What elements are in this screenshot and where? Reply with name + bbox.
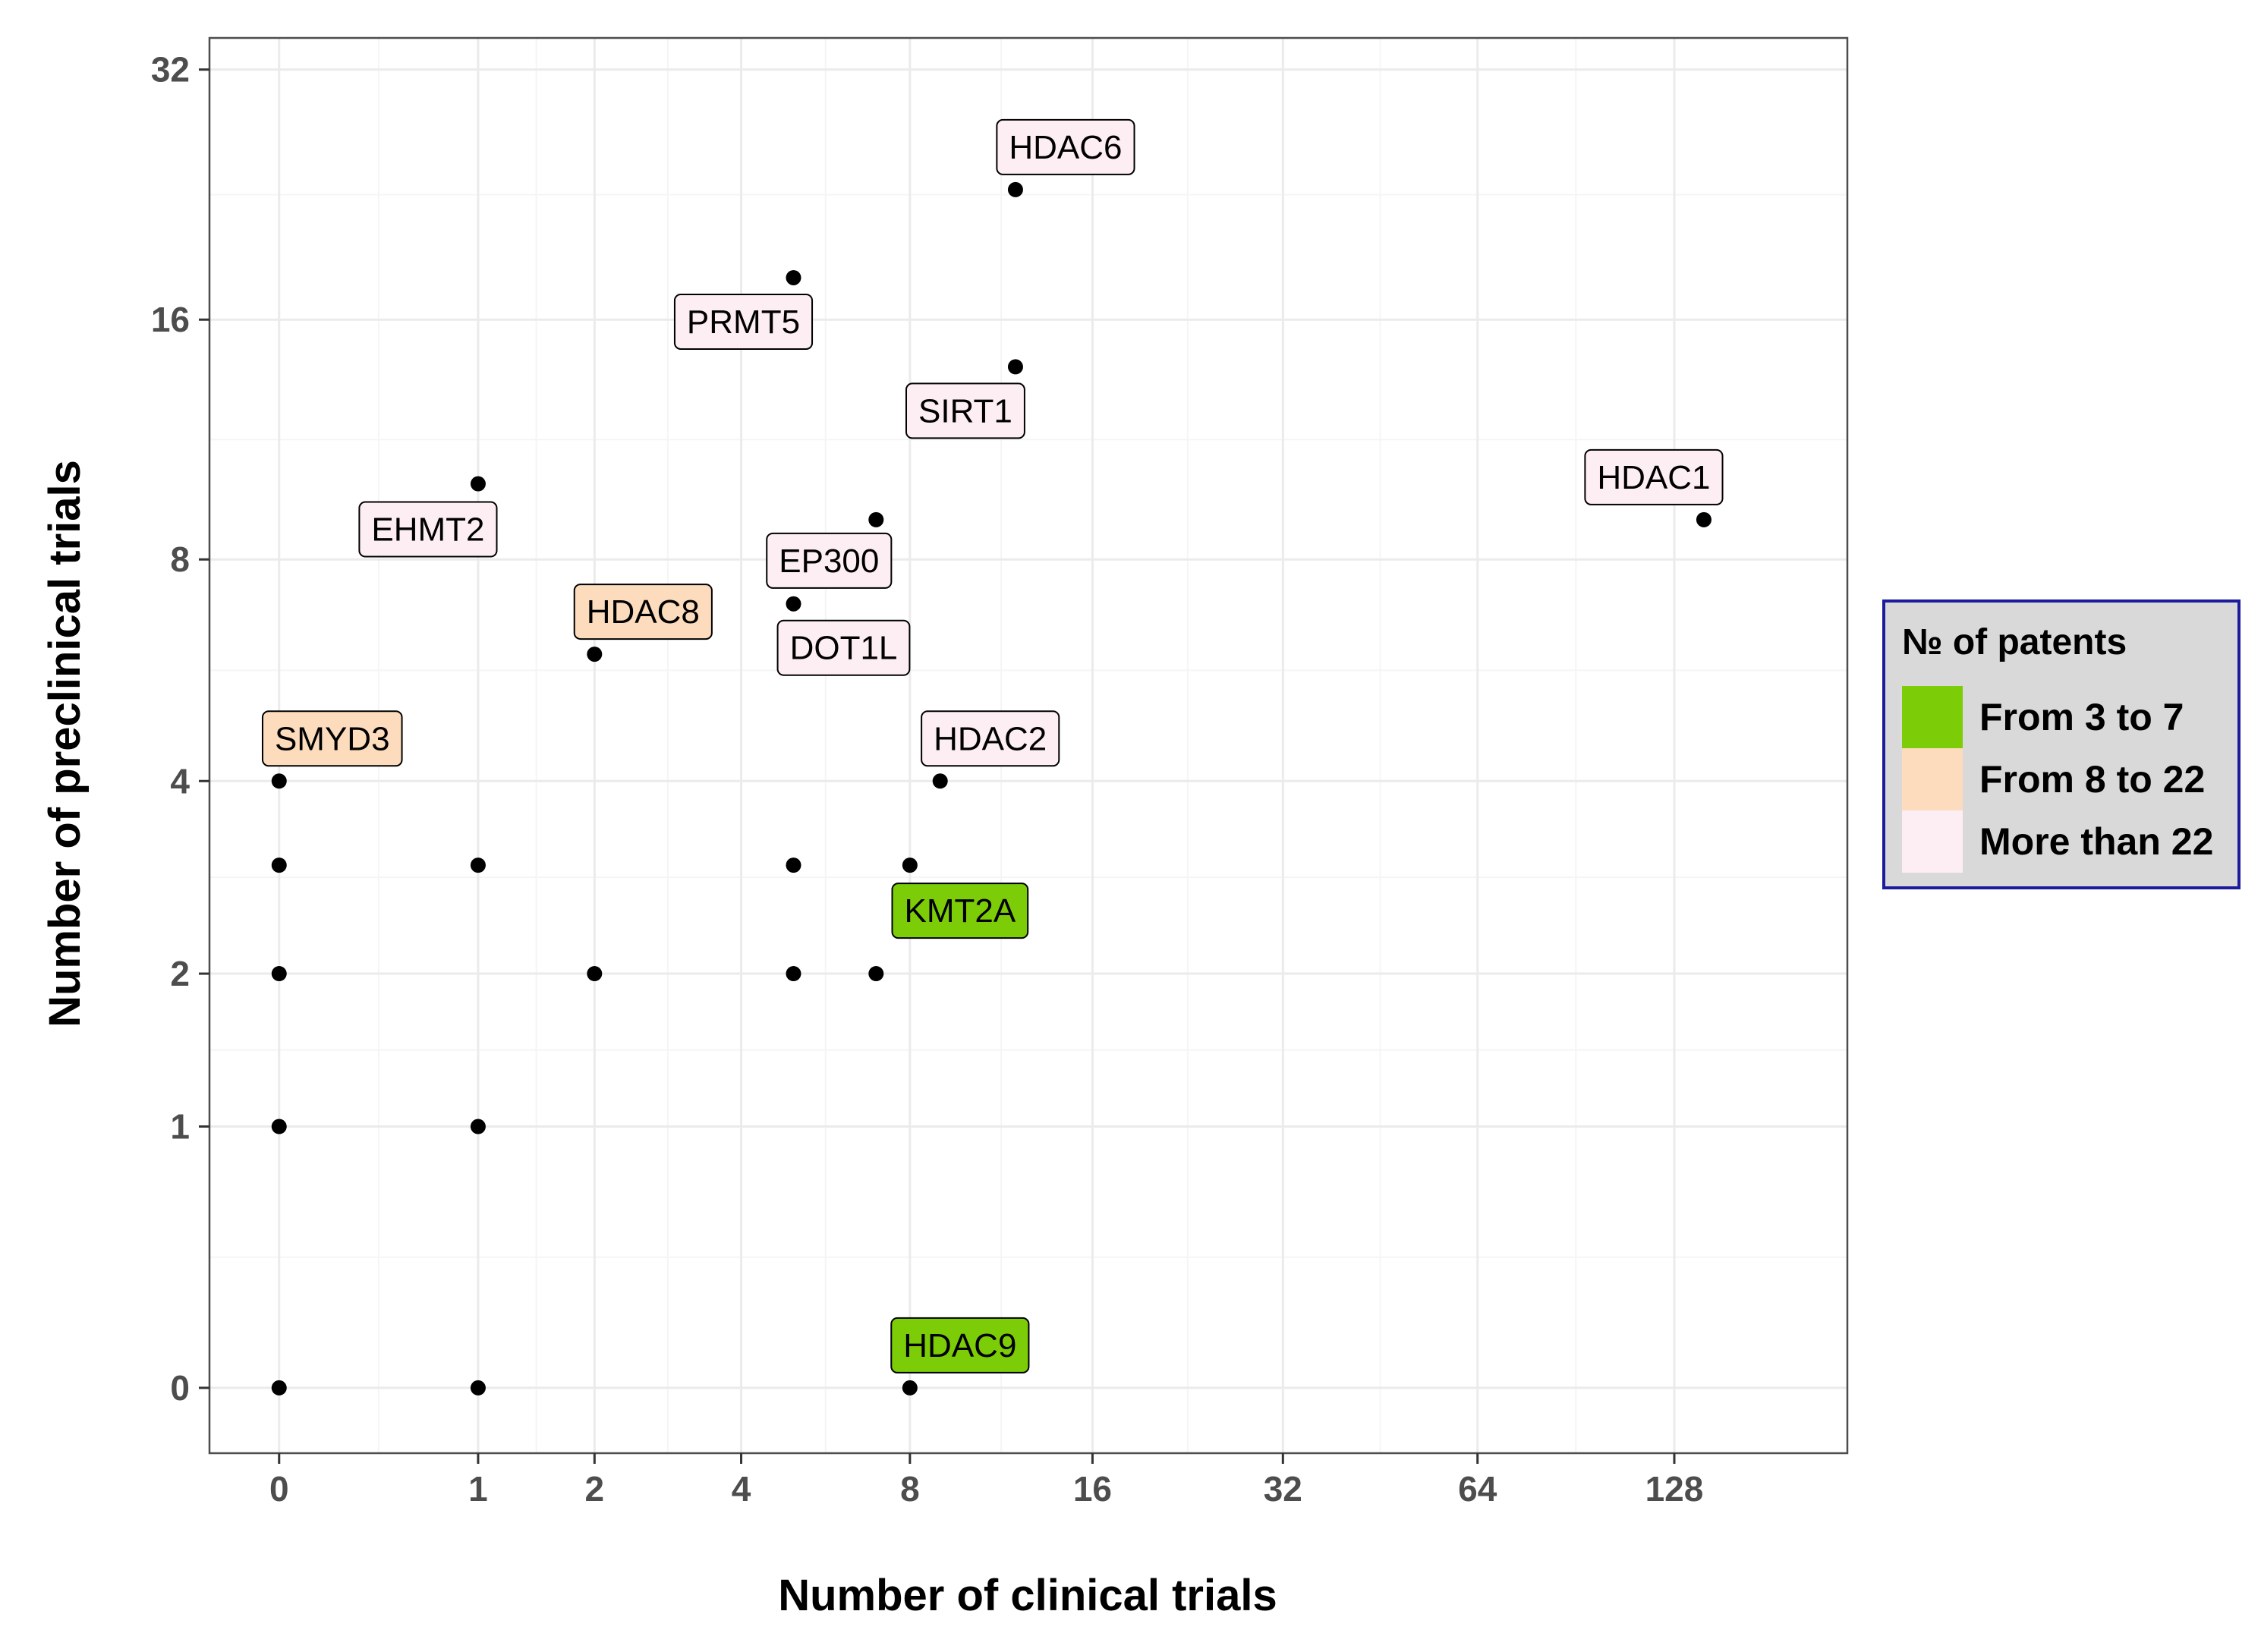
data-point	[902, 857, 918, 873]
legend-key-more-than-22	[1902, 810, 1963, 873]
y-tick-label: 16	[151, 300, 190, 339]
y-axis-title: Number of preclinical trials	[40, 460, 90, 1027]
data-point	[271, 857, 287, 873]
data-point	[470, 1380, 486, 1396]
data-point	[868, 511, 884, 527]
legend-key-from-3-to-7	[1902, 686, 1963, 748]
x-tick-label: 32	[1264, 1469, 1302, 1509]
point-label-box	[996, 118, 1135, 175]
point-label-hdac1: HDAC1	[1584, 448, 1724, 505]
legend-title: № of patents	[1902, 622, 2127, 662]
x-axis-title: Number of clinical trials	[778, 1571, 1277, 1620]
point-label-text: HDAC6	[1009, 129, 1122, 166]
legend-label-from-8-to-22: From 8 to 22	[1979, 758, 2205, 801]
point-label-text: PRMT5	[687, 304, 800, 341]
point-label-sirt1: SIRT1	[905, 382, 1025, 439]
point-label-box	[891, 883, 1029, 939]
legend: № of patents From 3 to 7 From 8 to 22 More …	[1882, 599, 2241, 889]
plot-panel-border	[208, 36, 1849, 1455]
data-point	[587, 647, 603, 662]
point-label-box	[921, 710, 1060, 767]
data-point	[587, 966, 603, 982]
y-tick-label: 8	[170, 540, 190, 579]
data-point	[271, 1380, 287, 1396]
x-tick-label: 8	[900, 1469, 920, 1509]
point-label-text: EP300	[779, 543, 879, 580]
point-label-hdac9: HDAC9	[890, 1317, 1030, 1374]
point-labels: SMYD3 EHMT2 HDAC8 DOT1L PRMT5 EP300 HDAC9 KMT2A…	[261, 118, 1724, 1374]
x-tick-label: 128	[1645, 1469, 1704, 1509]
point-label-ehmt2: EHMT2	[358, 501, 498, 558]
data-point	[470, 857, 486, 873]
x-tick-label: 2	[585, 1469, 605, 1509]
point-label-text: HDAC2	[934, 720, 1047, 757]
legend-key-from-8-to-22	[1902, 748, 1963, 810]
data-point	[932, 773, 948, 789]
point-label-box	[1584, 448, 1724, 505]
point-label-ep300: EP300	[766, 532, 893, 589]
legend-label-from-3-to-7: From 3 to 7	[1979, 696, 2184, 738]
point-label-dot1l: DOT1L	[776, 619, 911, 676]
grid-lines	[209, 38, 1847, 1453]
point-label-hdac6: HDAC6	[996, 118, 1135, 175]
point-label-kmt2a: KMT2A	[891, 883, 1029, 939]
point-label-text: HDAC9	[903, 1327, 1016, 1364]
point-label-hdac8: HDAC8	[573, 584, 713, 640]
point-label-text: SMYD3	[275, 720, 390, 757]
point-label-smyd3: SMYD3	[261, 710, 403, 767]
point-label-text: KMT2A	[905, 892, 1016, 930]
x-tick-label: 4	[732, 1469, 751, 1509]
data-point	[786, 596, 801, 612]
data-point	[902, 1380, 918, 1396]
x-tick-label: 16	[1073, 1469, 1112, 1509]
data-point	[271, 773, 287, 789]
data-point	[470, 1119, 486, 1134]
point-label-text: DOT1L	[790, 630, 898, 667]
y-tick-label: 32	[151, 50, 190, 90]
legend-label-more-than-22: More than 22	[1979, 820, 2213, 863]
x-tick-label: 0	[269, 1469, 289, 1509]
point-label-box	[261, 710, 403, 767]
axis-ticks: 0 1 2 4 8 16 32 64 128 0 1 2 4 8 16 32	[151, 50, 1704, 1509]
data-points	[271, 181, 1711, 1396]
point-label-box	[673, 293, 814, 350]
y-tick-label: 2	[170, 954, 190, 993]
data-point	[271, 1119, 287, 1134]
point-label-box	[573, 584, 713, 640]
x-tick-label: 64	[1458, 1469, 1497, 1509]
y-tick-label: 4	[170, 761, 190, 801]
y-tick-label: 0	[170, 1368, 190, 1408]
data-point	[470, 476, 486, 492]
point-label-box	[890, 1317, 1030, 1374]
point-label-box	[358, 501, 498, 558]
data-point	[786, 966, 801, 982]
point-label-box	[766, 532, 893, 589]
data-point	[271, 966, 287, 982]
data-point	[1696, 511, 1711, 527]
point-label-prmt5: PRMT5	[673, 293, 814, 350]
data-point	[868, 966, 884, 982]
point-label-text: HDAC8	[587, 593, 700, 631]
data-point	[786, 269, 801, 285]
y-tick-label: 1	[170, 1107, 190, 1147]
data-point	[1007, 181, 1023, 197]
point-label-text: HDAC1	[1597, 459, 1710, 496]
point-label-hdac2: HDAC2	[921, 710, 1060, 767]
x-tick-label: 1	[468, 1469, 488, 1509]
point-label-text: EHMT2	[371, 511, 484, 549]
data-point	[786, 857, 801, 873]
point-label-text: SIRT1	[918, 392, 1012, 430]
point-label-box	[905, 382, 1025, 439]
point-label-box	[776, 619, 911, 676]
data-point	[1007, 359, 1023, 375]
